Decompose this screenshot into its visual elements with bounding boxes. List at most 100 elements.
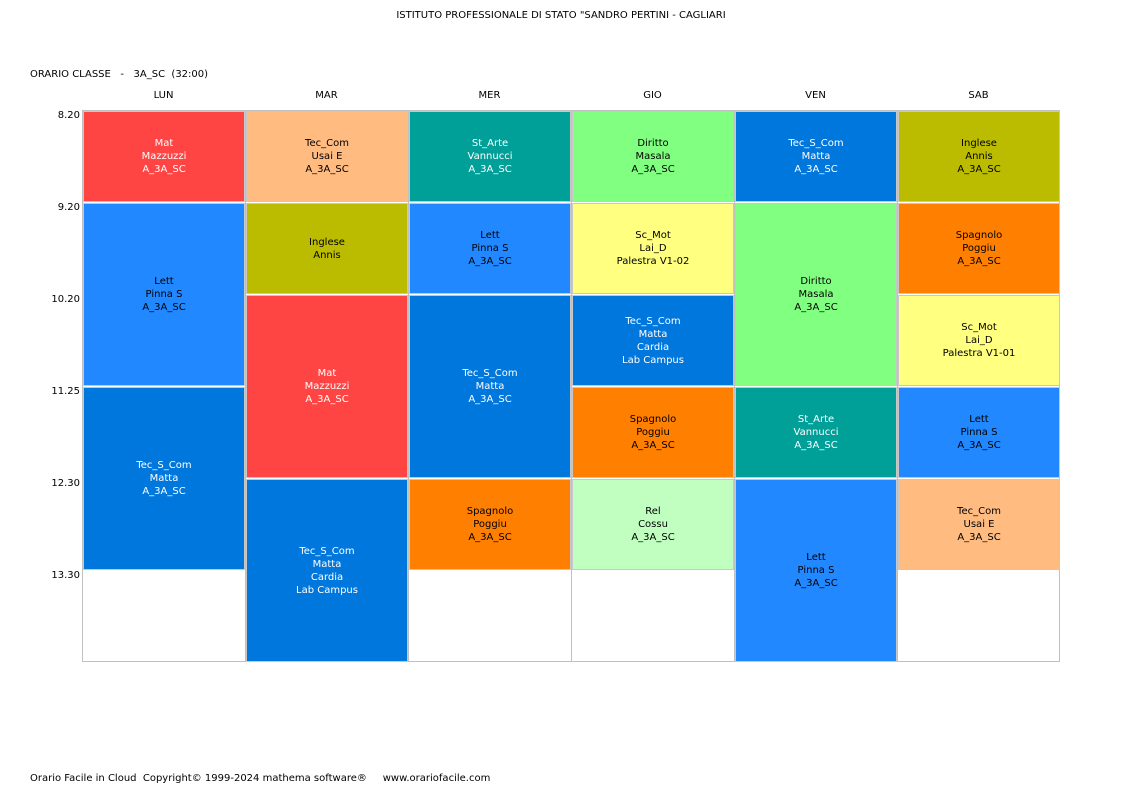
lesson-detail: Masala [635, 151, 671, 162]
lesson-block[interactable]: Tec_S_Com Matta Cardia Lab Campus [572, 295, 734, 386]
lesson-detail: Lab Campus [296, 584, 358, 596]
lesson-subject: Lett [154, 276, 174, 287]
lesson-subject: Lett [480, 230, 500, 241]
day-header-ven: VEN [805, 90, 826, 101]
lesson-detail: Pinna S [471, 243, 509, 254]
lesson-block[interactable]: Tec_S_Com Matta A_3A_SC [409, 295, 571, 478]
lesson-block[interactable]: Mat Mazzuzzi A_3A_SC [83, 111, 245, 202]
lesson-subject: Diritto [637, 138, 669, 149]
column-divider [734, 110, 735, 662]
lesson-detail: Matta [475, 381, 505, 392]
time-label: 8.20 [57, 110, 80, 121]
lesson-detail: Lai_D [965, 335, 993, 346]
lesson-subject: Spagnolo [466, 506, 514, 517]
lesson-detail: A_3A_SC [957, 164, 1001, 175]
time-label: 11.25 [51, 386, 80, 397]
lesson-block[interactable]: Tec_Com Usai E A_3A_SC [898, 479, 1060, 570]
lesson-detail: A_3A_SC [794, 164, 838, 175]
time-label: 12.30 [51, 478, 80, 489]
lesson-block[interactable]: Tec_S_Com Matta A_3A_SC [735, 111, 897, 202]
lesson-subject: Sc_Mot [961, 322, 997, 333]
lesson-subject: Spagnolo [955, 230, 1003, 241]
lesson-detail: Pinna S [145, 289, 183, 300]
lesson-subject: Tec_S_Com [136, 460, 192, 471]
column-divider [897, 110, 898, 662]
lesson-block[interactable]: Lett Pinna S A_3A_SC [735, 479, 897, 662]
day-header-mar: MAR [315, 90, 338, 101]
lesson-detail: Poggiu [962, 243, 996, 254]
day-header-lun: LUN [153, 90, 174, 101]
lesson-detail: Lai_D [639, 243, 667, 254]
lesson-block[interactable]: Diritto Masala A_3A_SC [572, 111, 734, 202]
time-label: 13.30 [51, 570, 80, 581]
lesson-detail: A_3A_SC [142, 164, 186, 175]
lesson-block[interactable]: Inglese Annis [246, 203, 408, 294]
lesson-detail: A_3A_SC [468, 394, 512, 405]
lesson-block[interactable]: Inglese Annis A_3A_SC [898, 111, 1060, 202]
lesson-detail: Matta [149, 473, 179, 484]
lesson-block[interactable]: Lett Pinna S A_3A_SC [898, 387, 1060, 478]
lesson-subject: Mat [317, 368, 337, 379]
lesson-detail: A_3A_SC [305, 394, 349, 405]
lesson-detail: Annis [313, 249, 341, 261]
lesson-detail: Poggiu [473, 519, 507, 530]
day-header-mer: MER [478, 90, 501, 101]
column-divider [408, 110, 409, 662]
lesson-detail: Vannucci [467, 151, 513, 162]
lesson-block[interactable]: Lett Pinna S A_3A_SC [409, 203, 571, 294]
lesson-block[interactable]: Spagnolo Poggiu A_3A_SC [409, 479, 571, 570]
lesson-block[interactable]: Spagnolo Poggiu A_3A_SC [572, 387, 734, 478]
lesson-detail: A_3A_SC [794, 578, 838, 589]
lesson-block[interactable]: Tec_Com Usai E A_3A_SC [246, 111, 408, 202]
lesson-subject: Rel [645, 506, 661, 517]
lesson-subject: Mat [154, 138, 174, 149]
lesson-detail: A_3A_SC [468, 256, 512, 267]
lesson-detail: A_3A_SC [957, 440, 1001, 451]
lesson-detail: A_3A_SC [794, 302, 838, 313]
lesson-detail: Usai E [311, 151, 343, 162]
lesson-block[interactable]: St_Arte Vannucci A_3A_SC [409, 111, 571, 202]
lesson-block[interactable]: Mat Mazzuzzi A_3A_SC [246, 295, 408, 478]
lesson-detail: Lab Campus [622, 354, 684, 366]
lesson-detail: Masala [798, 289, 834, 300]
lesson-block[interactable]: St_Arte Vannucci A_3A_SC [735, 387, 897, 478]
lesson-detail: A_3A_SC [631, 440, 675, 451]
lesson-block[interactable]: Sc_Mot Lai_D Palestra V1-02 [572, 203, 734, 294]
lesson-block[interactable]: Diritto Masala A_3A_SC [735, 203, 897, 386]
lesson-detail: A_3A_SC [631, 532, 675, 543]
lesson-detail: A_3A_SC [957, 256, 1001, 267]
lesson-detail: Usai E [963, 519, 995, 530]
lesson-detail: Matta [801, 151, 831, 162]
lesson-block[interactable]: Tec_S_Com Matta Cardia Lab Campus [246, 479, 408, 662]
lesson-detail: A_3A_SC [794, 440, 838, 451]
lesson-detail: A_3A_SC [142, 486, 186, 497]
day-header-sab: SAB [968, 90, 989, 101]
lesson-subject: Inglese [309, 236, 345, 248]
lesson-detail: Poggiu [636, 427, 670, 438]
lesson-detail: A_3A_SC [305, 164, 349, 175]
lesson-detail: Palestra V1-01 [942, 348, 1016, 359]
lesson-subject: Tec_Com [305, 138, 349, 149]
column-divider [245, 110, 246, 662]
lesson-block[interactable]: Lett Pinna S A_3A_SC [83, 203, 245, 386]
lesson-subject: St_Arte [471, 138, 509, 149]
lesson-detail: Annis [965, 151, 993, 162]
lesson-detail: Matta [638, 328, 668, 340]
day-header-gio: GIO [643, 90, 662, 101]
lesson-block[interactable]: Sc_Mot Lai_D Palestra V1-01 [898, 295, 1060, 386]
lesson-block[interactable]: Spagnolo Poggiu A_3A_SC [898, 203, 1060, 294]
lesson-detail: Pinna S [797, 565, 835, 576]
lesson-block[interactable]: Tec_S_Com Matta A_3A_SC [83, 387, 245, 570]
lesson-subject: Tec_Com [957, 506, 1001, 517]
lesson-subject: Tec_S_Com [462, 368, 518, 379]
lesson-detail: A_3A_SC [468, 164, 512, 175]
lesson-block[interactable]: Rel Cossu A_3A_SC [572, 479, 734, 570]
lesson-subject: Diritto [800, 276, 832, 287]
lesson-subject: Tec_S_Com [625, 315, 681, 327]
lesson-subject: Inglese [961, 138, 997, 149]
lesson-subject: Tec_S_Com [788, 138, 844, 149]
lesson-detail: A_3A_SC [142, 302, 186, 313]
lesson-detail: Cardia [310, 571, 344, 583]
lesson-detail: Cossu [638, 519, 668, 530]
lesson-detail: A_3A_SC [631, 164, 675, 175]
